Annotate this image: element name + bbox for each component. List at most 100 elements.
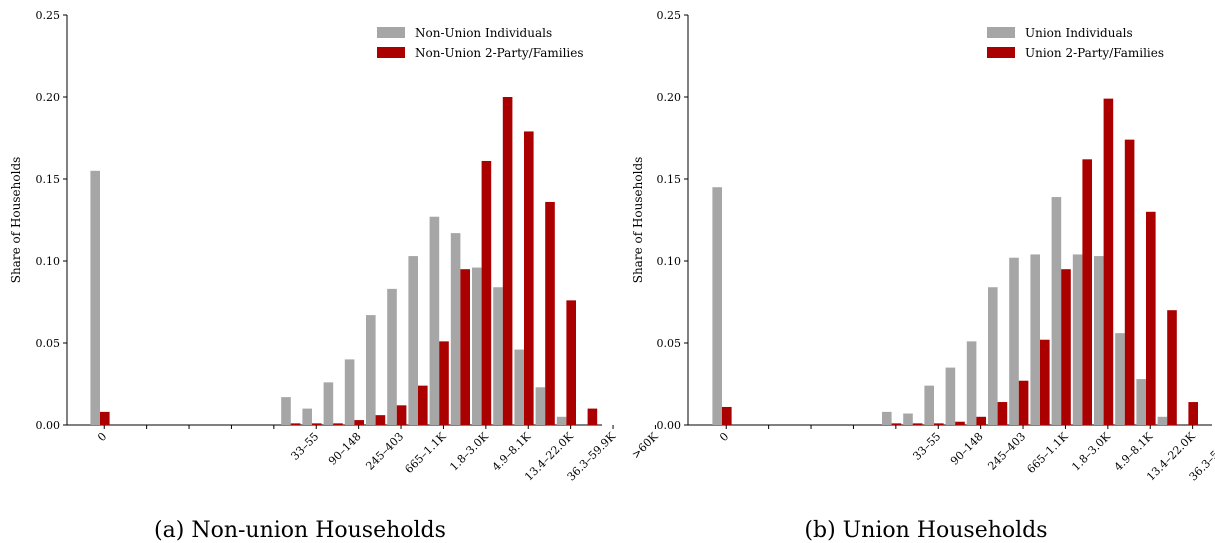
legend-label: Union Individuals (1025, 26, 1133, 40)
legend-label: Non-Union 2-Party/Families (415, 46, 584, 60)
bar-families (100, 411, 110, 425)
x-tick-label: >60K (629, 429, 661, 461)
bar-individuals (1072, 254, 1083, 425)
y-tick-label: 0.25 (657, 9, 682, 22)
bar-families (524, 131, 534, 425)
bar-families (418, 385, 428, 425)
bar-families (1103, 98, 1114, 425)
x-tick-label: 4.9–8.1K (490, 429, 534, 473)
bar-individuals (514, 349, 524, 425)
panel-caption: (a) Non-union Households (154, 518, 446, 543)
x-tick-label: 0 (95, 430, 109, 444)
y-tick-label: 0.20 (36, 91, 61, 104)
x-tick-label: 90–148 (948, 430, 986, 468)
y-tick-label: 0.05 (36, 337, 61, 350)
y-tick-label: 0.15 (657, 173, 682, 186)
bar-individuals (535, 387, 546, 425)
legend-label: Non-Union Individuals (415, 26, 552, 40)
legend-swatch (987, 47, 1015, 58)
bar-families (722, 406, 732, 425)
bar-individuals (556, 416, 567, 425)
y-tick-label: 0.00 (657, 419, 682, 432)
bar-individuals (450, 233, 461, 425)
bar-families (481, 160, 492, 425)
y-tick-label: 0.05 (657, 337, 682, 350)
y-tick-label: 0.20 (657, 91, 682, 104)
x-tick-label: 665–1.1K (402, 429, 449, 476)
bar-families (1061, 269, 1071, 425)
bar-individuals (882, 411, 892, 425)
bar-families (566, 300, 576, 425)
panel-caption: (b) Union Households (804, 518, 1047, 543)
bar-individuals (387, 288, 397, 425)
bar-families (997, 402, 1008, 425)
bar-families (1188, 402, 1198, 425)
bar-individuals (966, 341, 977, 425)
x-tick-label: 90–148 (326, 430, 364, 468)
bar-families (1146, 211, 1156, 425)
y-tick-label: 0.15 (36, 173, 61, 186)
x-tick-label: 4.9–8.1K (1112, 429, 1156, 473)
bar-individuals (281, 397, 291, 425)
x-tick-label: 1.8–3.0K (1069, 429, 1113, 473)
bar-individuals (988, 287, 998, 425)
bar-families (375, 415, 386, 425)
bar-families (955, 421, 965, 425)
x-tick-label: 1.8–3.0K (447, 429, 491, 473)
bar-families (545, 201, 555, 425)
bar-individuals (1009, 257, 1019, 425)
bar-individuals (712, 187, 722, 425)
bar-families (396, 405, 407, 425)
bar-individuals (302, 408, 312, 425)
bar-families (439, 341, 449, 425)
y-axis-label: Share of Households (9, 157, 23, 284)
bar-families (290, 423, 301, 425)
panel-union: 0.00 0.05 0.10 0.15 0.20 0.25 Share of Househo… (631, 9, 1215, 543)
y-axis-label: Share of Households (631, 157, 645, 284)
bar-families (1167, 310, 1177, 425)
x-tick-label: 33–55 (910, 430, 943, 463)
bar-individuals (429, 216, 440, 425)
bar-families (502, 97, 513, 425)
bar-families (460, 269, 470, 425)
bar-individuals (90, 170, 100, 425)
bar-families (934, 423, 944, 425)
legend-swatch (987, 27, 1015, 38)
bar-individuals (945, 367, 956, 425)
bar-families (312, 423, 322, 425)
bar-families (354, 420, 364, 425)
bar-individuals (924, 385, 934, 425)
y-tick-label: 0.00 (36, 419, 61, 432)
bar-individuals (1136, 379, 1146, 425)
x-tick-label: 245–403 (363, 430, 406, 473)
bar-individuals (1157, 416, 1168, 425)
bar-families (1040, 339, 1050, 425)
bar-individuals (1115, 333, 1125, 425)
y-tick-label: 0.25 (36, 9, 61, 22)
x-tick-label: 0 (717, 430, 731, 444)
bar-individuals (1094, 256, 1104, 425)
bar-families (891, 423, 902, 425)
x-tick-label: 245–403 (985, 430, 1028, 473)
legend-swatch (377, 47, 405, 58)
panel-non-union: 0.00 0.05 0.10 0.15 0.20 0.25 Share of Househo… (9, 9, 661, 543)
bar-individuals (903, 413, 913, 425)
bar-individuals (344, 359, 355, 425)
legend-label: Union 2-Party/Families (1025, 46, 1164, 60)
bar-individuals (1051, 197, 1062, 425)
bar-individuals (366, 315, 376, 425)
legend-swatch (377, 27, 405, 38)
x-tick-label: 665–1.1K (1024, 429, 1071, 476)
bar-families (1082, 159, 1092, 425)
bar-individuals (323, 382, 334, 425)
bar-families (1018, 380, 1029, 425)
x-tick-label: 33–55 (288, 430, 321, 463)
bar-families (587, 408, 598, 425)
bar-families (333, 423, 343, 425)
bar-families (912, 423, 923, 425)
bar-families (976, 416, 986, 425)
bar-individuals (472, 267, 482, 425)
y-tick-label: 0.10 (36, 255, 61, 268)
bar-individuals (493, 287, 503, 425)
